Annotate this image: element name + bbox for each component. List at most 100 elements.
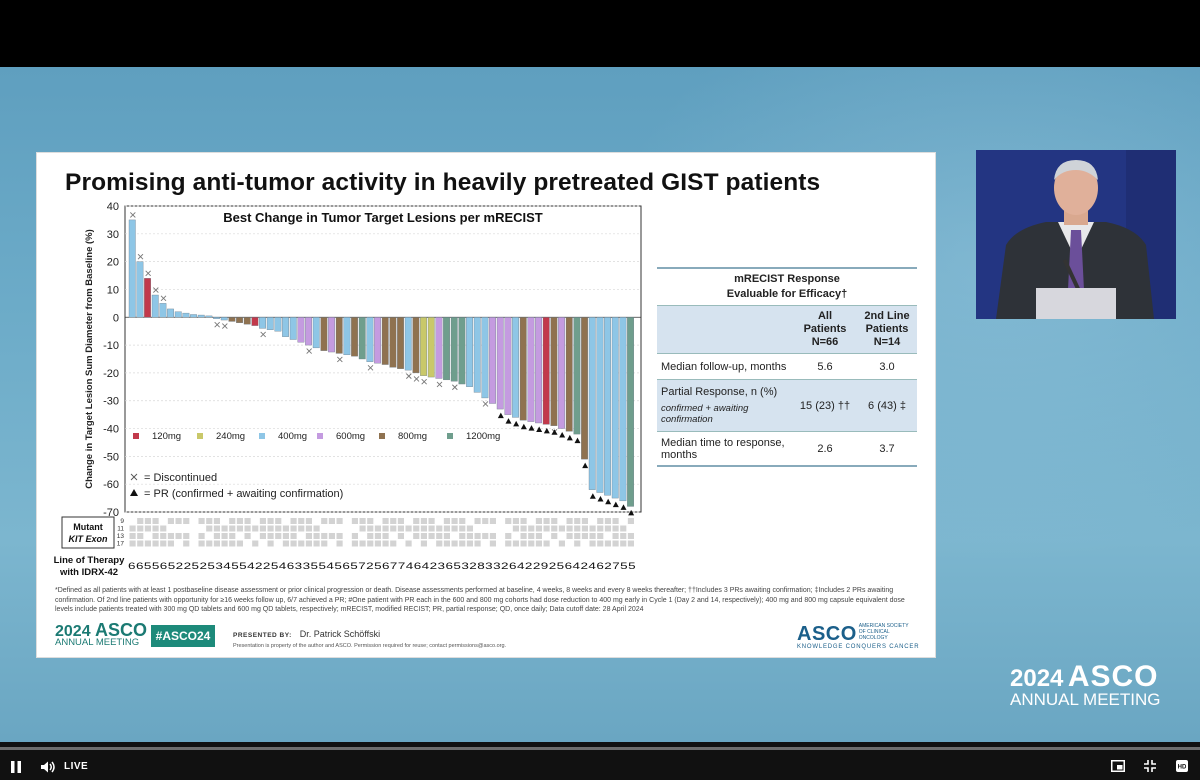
watermark-asco: ASCO (1067, 660, 1159, 693)
legend-label: 600mg (336, 431, 365, 442)
col2-line1: 2nd Line (864, 310, 910, 322)
exon-cell (459, 533, 466, 539)
pr-marker (589, 493, 596, 499)
bar (611, 317, 619, 499)
exit-fullscreen-button[interactable] (1144, 760, 1156, 774)
bar (228, 317, 236, 322)
progress-bar[interactable] (0, 742, 1200, 755)
exon-cell (627, 540, 634, 547)
exon-cell (459, 525, 466, 532)
asco-logo-text: ASCO (797, 623, 857, 645)
footnote: *Defined as all patients with at least 1… (55, 587, 905, 613)
exon-cell (489, 533, 496, 539)
exon-cell (144, 540, 151, 547)
exon-cell (305, 518, 312, 524)
exon-cell (436, 540, 443, 547)
exon-cell (244, 525, 251, 532)
discontinued-marker (137, 253, 144, 260)
bar (213, 317, 220, 319)
exon-cell (351, 540, 358, 547)
bar (573, 317, 581, 435)
exon-label-line2: KIT Exon (68, 534, 108, 544)
pip-button[interactable] (1111, 760, 1125, 774)
exon-label-line1: Mutant (73, 522, 103, 532)
bar (558, 317, 565, 429)
exon-cell (129, 525, 136, 532)
exon-cell (144, 525, 151, 532)
bar (274, 317, 282, 332)
exon-cell (313, 533, 320, 539)
exon-cell (175, 518, 182, 524)
exon-cell (405, 540, 412, 547)
exon-cell (405, 525, 412, 532)
exon-cell (298, 518, 305, 524)
exon-cell (382, 540, 389, 547)
line-label-1: Line of Therapy (54, 555, 125, 566)
exon-cell (528, 525, 535, 532)
bar (473, 317, 481, 393)
exon-cell (397, 518, 404, 524)
table-row: Median time to response, months 2.6 3.7 (657, 431, 917, 465)
exon-cell (627, 518, 634, 524)
exon-cell (413, 525, 420, 532)
exon-label-box (61, 516, 115, 549)
y-tick-label: -40 (103, 424, 119, 436)
exon-cell (167, 540, 174, 547)
asco-logo: ASCO AMERICAN SOCIETY OF CLINICAL ONCOLOG… (797, 623, 919, 650)
legend-swatch (197, 433, 203, 439)
legend-swatch (447, 433, 453, 439)
pause-button[interactable] (10, 760, 22, 776)
legend-swatch (317, 433, 323, 439)
exon-cell (581, 518, 588, 524)
exon-cell (505, 533, 512, 539)
pr-marker (520, 423, 527, 430)
legend-pr-triangle (130, 489, 138, 496)
exon-cell (244, 518, 251, 524)
discontinued-marker (260, 331, 266, 338)
exon-cell (374, 525, 381, 532)
exon-cell (321, 518, 328, 524)
exon-cell (275, 518, 282, 524)
exon-cell (137, 518, 144, 524)
exon-cell (597, 533, 604, 539)
bar (174, 311, 182, 318)
exon-cell (290, 518, 297, 524)
exon-cell (597, 540, 604, 547)
exon-cell (236, 540, 243, 547)
exon-cell (489, 540, 496, 547)
discontinued-marker (406, 373, 412, 379)
exon-cell (420, 525, 427, 532)
exon-cell (390, 525, 397, 532)
exon-cell (420, 540, 427, 547)
exon-cell (612, 518, 619, 524)
exon-cell (581, 525, 588, 532)
discontinued-marker (452, 384, 458, 391)
exon-cell (321, 540, 328, 547)
y-tick-label: 10 (107, 284, 119, 296)
bar (412, 317, 420, 374)
pr-marker (559, 432, 566, 438)
logo-annual: ANNUAL MEETING (55, 637, 140, 648)
pr-marker (528, 425, 535, 431)
exon-cell (367, 540, 374, 547)
bar (542, 317, 550, 425)
exon-cell (466, 525, 473, 532)
exon-cell (535, 533, 542, 539)
hd-button[interactable]: HD (1176, 760, 1188, 774)
col2-line2: Patients (865, 323, 909, 335)
logo-year: 2024 (55, 623, 91, 640)
exon-cell (451, 518, 458, 524)
pr-marker (543, 427, 550, 434)
exon-cell (137, 540, 144, 547)
exon-cell (482, 533, 489, 539)
exon-cell (520, 525, 527, 532)
legend-pr-label: = PR (confirmed + awaiting confirmation) (144, 488, 343, 500)
exon-cell (252, 525, 259, 532)
bar (565, 317, 573, 432)
exon-cell (543, 525, 550, 532)
bar (358, 317, 366, 360)
volume-button[interactable] (40, 760, 56, 776)
legend-label: 240mg (216, 431, 245, 442)
line-of-therapy-values: 6655652252534554225463355456572567746423… (128, 561, 636, 571)
exon-cell (183, 540, 190, 547)
